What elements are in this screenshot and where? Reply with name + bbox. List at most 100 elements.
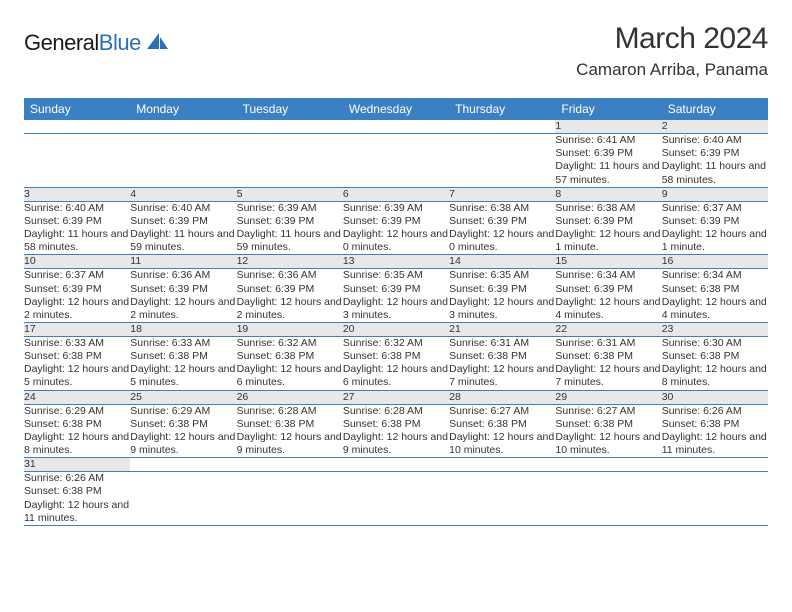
day-detail-cell: Sunrise: 6:33 AMSunset: 6:38 PMDaylight:… [130, 337, 236, 391]
calendar-table: SundayMondayTuesdayWednesdayThursdayFrid… [24, 98, 768, 526]
location: Camaron Arriba, Panama [576, 60, 768, 80]
day-detail-cell: Sunrise: 6:34 AMSunset: 6:39 PMDaylight:… [555, 269, 661, 323]
day-detail-cell: Sunrise: 6:40 AMSunset: 6:39 PMDaylight:… [130, 201, 236, 255]
weekday-header: Saturday [662, 98, 768, 120]
day-number-cell: 28 [449, 390, 555, 404]
day-number-cell: 13 [343, 255, 449, 269]
day-detail-cell: Sunrise: 6:31 AMSunset: 6:38 PMDaylight:… [555, 337, 661, 391]
day-detail-cell: Sunrise: 6:27 AMSunset: 6:38 PMDaylight:… [555, 404, 661, 458]
calendar-daynum-row: 31 [24, 458, 768, 472]
day-detail-cell: Sunrise: 6:28 AMSunset: 6:38 PMDaylight:… [237, 404, 343, 458]
day-detail-cell: Sunrise: 6:38 AMSunset: 6:39 PMDaylight:… [449, 201, 555, 255]
month-title: March 2024 [576, 22, 768, 56]
day-detail-cell [555, 472, 661, 526]
calendar-detail-row: Sunrise: 6:37 AMSunset: 6:39 PMDaylight:… [24, 269, 768, 323]
day-number-cell: 2 [662, 120, 768, 134]
calendar-detail-row: Sunrise: 6:41 AMSunset: 6:39 PMDaylight:… [24, 134, 768, 188]
calendar-daynum-row: 17181920212223 [24, 322, 768, 336]
day-detail-cell: Sunrise: 6:39 AMSunset: 6:39 PMDaylight:… [237, 201, 343, 255]
day-detail-cell: Sunrise: 6:40 AMSunset: 6:39 PMDaylight:… [24, 201, 130, 255]
day-number-cell: 23 [662, 322, 768, 336]
day-number-cell: 12 [237, 255, 343, 269]
day-detail-cell [449, 134, 555, 188]
day-number-cell: 22 [555, 322, 661, 336]
day-detail-cell: Sunrise: 6:35 AMSunset: 6:39 PMDaylight:… [449, 269, 555, 323]
weekday-header: Sunday [24, 98, 130, 120]
day-number-cell: 1 [555, 120, 661, 134]
day-detail-cell: Sunrise: 6:33 AMSunset: 6:38 PMDaylight:… [24, 337, 130, 391]
day-detail-cell: Sunrise: 6:29 AMSunset: 6:38 PMDaylight:… [24, 404, 130, 458]
day-detail-cell [237, 134, 343, 188]
day-number-cell: 7 [449, 187, 555, 201]
calendar-body: 12 Sunrise: 6:41 AMSunset: 6:39 PMDaylig… [24, 120, 768, 525]
day-number-cell: 21 [449, 322, 555, 336]
day-number-cell [237, 120, 343, 134]
calendar-detail-row: Sunrise: 6:33 AMSunset: 6:38 PMDaylight:… [24, 337, 768, 391]
day-number-cell [130, 458, 236, 472]
calendar-detail-row: Sunrise: 6:40 AMSunset: 6:39 PMDaylight:… [24, 201, 768, 255]
logo-text: GeneralBlue [24, 30, 141, 56]
day-number-cell: 26 [237, 390, 343, 404]
day-detail-cell: Sunrise: 6:37 AMSunset: 6:39 PMDaylight:… [24, 269, 130, 323]
day-number-cell: 17 [24, 322, 130, 336]
sail-icon [145, 31, 171, 56]
day-detail-cell: Sunrise: 6:39 AMSunset: 6:39 PMDaylight:… [343, 201, 449, 255]
day-detail-cell [237, 472, 343, 526]
day-number-cell [237, 458, 343, 472]
day-detail-cell: Sunrise: 6:27 AMSunset: 6:38 PMDaylight:… [449, 404, 555, 458]
day-detail-cell: Sunrise: 6:28 AMSunset: 6:38 PMDaylight:… [343, 404, 449, 458]
day-detail-cell [343, 134, 449, 188]
day-number-cell: 30 [662, 390, 768, 404]
day-number-cell [130, 120, 236, 134]
weekday-header: Wednesday [343, 98, 449, 120]
day-number-cell: 14 [449, 255, 555, 269]
day-detail-cell: Sunrise: 6:31 AMSunset: 6:38 PMDaylight:… [449, 337, 555, 391]
day-number-cell: 4 [130, 187, 236, 201]
day-detail-cell [130, 472, 236, 526]
day-number-cell: 18 [130, 322, 236, 336]
weekday-header: Monday [130, 98, 236, 120]
calendar-detail-row: Sunrise: 6:29 AMSunset: 6:38 PMDaylight:… [24, 404, 768, 458]
calendar-daynum-row: 12 [24, 120, 768, 134]
day-detail-cell: Sunrise: 6:32 AMSunset: 6:38 PMDaylight:… [343, 337, 449, 391]
day-detail-cell [24, 134, 130, 188]
day-number-cell [343, 458, 449, 472]
day-number-cell [24, 120, 130, 134]
day-detail-cell: Sunrise: 6:26 AMSunset: 6:38 PMDaylight:… [662, 404, 768, 458]
calendar-detail-row: Sunrise: 6:26 AMSunset: 6:38 PMDaylight:… [24, 472, 768, 526]
day-detail-cell [130, 134, 236, 188]
day-detail-cell [343, 472, 449, 526]
title-block: March 2024 Camaron Arriba, Panama [576, 22, 768, 80]
day-number-cell: 20 [343, 322, 449, 336]
day-detail-cell: Sunrise: 6:36 AMSunset: 6:39 PMDaylight:… [237, 269, 343, 323]
day-number-cell: 19 [237, 322, 343, 336]
day-number-cell: 8 [555, 187, 661, 201]
day-detail-cell: Sunrise: 6:37 AMSunset: 6:39 PMDaylight:… [662, 201, 768, 255]
day-number-cell [449, 458, 555, 472]
day-number-cell: 5 [237, 187, 343, 201]
day-number-cell: 11 [130, 255, 236, 269]
day-number-cell: 25 [130, 390, 236, 404]
day-detail-cell: Sunrise: 6:26 AMSunset: 6:38 PMDaylight:… [24, 472, 130, 526]
day-number-cell: 6 [343, 187, 449, 201]
day-number-cell [662, 458, 768, 472]
day-number-cell: 29 [555, 390, 661, 404]
day-detail-cell: Sunrise: 6:41 AMSunset: 6:39 PMDaylight:… [555, 134, 661, 188]
day-number-cell: 24 [24, 390, 130, 404]
weekday-header: Thursday [449, 98, 555, 120]
calendar-head: SundayMondayTuesdayWednesdayThursdayFrid… [24, 98, 768, 120]
day-number-cell: 31 [24, 458, 130, 472]
day-number-cell [343, 120, 449, 134]
day-detail-cell [449, 472, 555, 526]
day-number-cell: 10 [24, 255, 130, 269]
logo-word-2: Blue [99, 30, 141, 55]
calendar-daynum-row: 10111213141516 [24, 255, 768, 269]
day-detail-cell: Sunrise: 6:29 AMSunset: 6:38 PMDaylight:… [130, 404, 236, 458]
day-number-cell: 9 [662, 187, 768, 201]
day-detail-cell: Sunrise: 6:32 AMSunset: 6:38 PMDaylight:… [237, 337, 343, 391]
day-detail-cell: Sunrise: 6:40 AMSunset: 6:39 PMDaylight:… [662, 134, 768, 188]
day-detail-cell: Sunrise: 6:38 AMSunset: 6:39 PMDaylight:… [555, 201, 661, 255]
weekday-header: Tuesday [237, 98, 343, 120]
day-detail-cell: Sunrise: 6:34 AMSunset: 6:38 PMDaylight:… [662, 269, 768, 323]
day-detail-cell [662, 472, 768, 526]
